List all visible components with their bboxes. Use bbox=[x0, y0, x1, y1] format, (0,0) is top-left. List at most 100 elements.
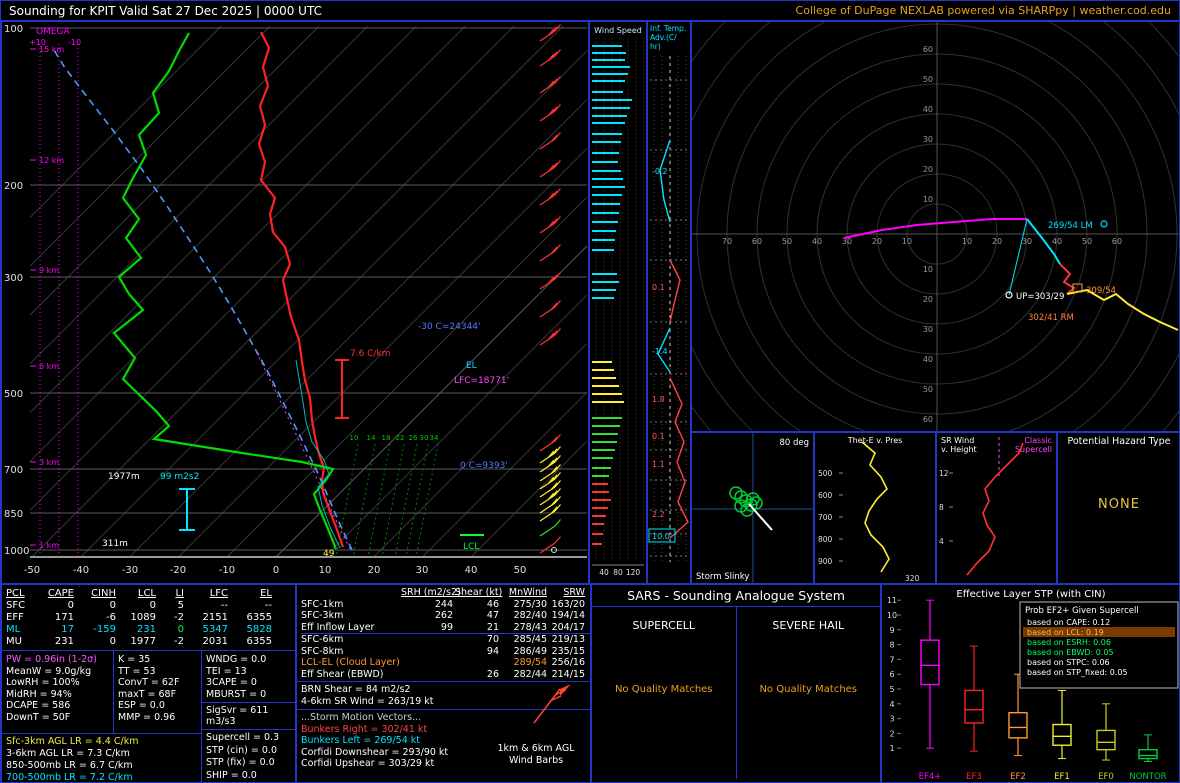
mixing-ratio-labels: 10 14 18 22 26 30 34 bbox=[350, 434, 439, 442]
composite-indices: Supercell = 0.3 STP (cin) = 0.0 STP (fix) … bbox=[202, 730, 295, 782]
stat-line: 850-500mb LR = 6.7 C/km bbox=[6, 760, 133, 771]
stat-line: STP (fix) = 0.0 bbox=[206, 757, 275, 768]
parcel-row-eff[interactable]: EFF 171 -6 1089 -2 2151 6355 bbox=[6, 612, 272, 623]
theta-e-panel: Thet-E v. Pres 500 600 700 800 900 320 bbox=[814, 432, 936, 584]
isotherm-grid bbox=[30, 26, 587, 557]
sr-wind-panel: SR Wind v. Height Classic Supercell 12 8 4 bbox=[936, 432, 1057, 584]
svg-text:50: 50 bbox=[514, 565, 527, 576]
svg-text:EF3: EF3 bbox=[966, 772, 982, 782]
svg-text:EF4+: EF4+ bbox=[919, 772, 942, 782]
svg-text:40: 40 bbox=[812, 237, 822, 246]
svg-text:309/54: 309/54 bbox=[1086, 286, 1116, 296]
svg-text:based on ESRH: 0.06: based on ESRH: 0.06 bbox=[1027, 638, 1111, 647]
svg-text:6: 6 bbox=[889, 670, 894, 679]
wetbulb-trace bbox=[295, 359, 341, 549]
parcel-row-mu[interactable]: MU 231 0 1977 -2 2031 6355 bbox=[6, 636, 272, 647]
svg-text:based on STPC: 0.06: based on STPC: 0.06 bbox=[1027, 658, 1110, 667]
svg-text:10: 10 bbox=[962, 237, 972, 246]
svg-text:12 km: 12 km bbox=[39, 156, 64, 165]
svg-text:300: 300 bbox=[4, 273, 23, 284]
svg-text:10: 10 bbox=[350, 434, 359, 442]
adv-title: Inf. Temp.Adv.(C/hr) bbox=[650, 24, 686, 51]
sars-hail-header: SEVERE HAIL bbox=[772, 619, 845, 632]
hodograph-chart: 10 10 10 10 20 20 20 20 30 30 30 30 40 40 40 40 50 50 50 50… bbox=[692, 22, 1179, 431]
storm-motion-block: ...Storm Motion Vectors... Bunkers Right … bbox=[297, 710, 590, 770]
stat-line: LowRH = 100% bbox=[6, 677, 80, 688]
stat-line: 700-500mb LR = 7.2 C/km bbox=[6, 772, 133, 783]
hodo-rings bbox=[692, 22, 1179, 431]
stat-line: Corfidi Upshear = 303/29 kt bbox=[301, 758, 435, 769]
svg-text:Adv.(C/: Adv.(C/ bbox=[650, 33, 677, 42]
svg-text:10: 10 bbox=[902, 237, 912, 246]
stat-line: 4-6km SR Wind = 263/19 kt bbox=[301, 695, 434, 707]
lapse-rate-stats: Sfc-3km AGL LR = 4.4 C/km 3-6km AGL LR = … bbox=[2, 733, 201, 783]
stat-line: SHIP = 0.0 bbox=[206, 769, 257, 781]
svg-text:320: 320 bbox=[905, 574, 920, 583]
svg-text:-50: -50 bbox=[24, 565, 40, 576]
wind-speed-chart: Wind Speed 40 80 120 bbox=[592, 26, 645, 577]
brand-link[interactable]: College of DuPage NEXLAB powered via SHA… bbox=[795, 4, 1171, 17]
speed-grid bbox=[595, 38, 645, 562]
kinematics-row: Eff Shear (EBWD) 26 282/44 214/15 bbox=[301, 668, 585, 680]
thermo-stats: PW = 0.96in (1-2σ) MeanW = 9.0g/kg LowRH =… bbox=[2, 651, 295, 783]
speed-bars bbox=[592, 45, 632, 545]
svg-text:-10: -10 bbox=[68, 38, 81, 47]
svg-text:+10: +10 bbox=[29, 38, 46, 47]
svg-text:Effective Layer STP (with CIN): Effective Layer STP (with CIN) bbox=[956, 589, 1105, 600]
svg-text:302/41 RM: 302/41 RM bbox=[1028, 313, 1074, 323]
skewt-markers bbox=[179, 359, 484, 536]
svg-text:50: 50 bbox=[923, 385, 933, 394]
svg-text:49: 49 bbox=[323, 549, 335, 559]
svg-text:311m: 311m bbox=[102, 539, 128, 549]
svg-text:7.6 C/km: 7.6 C/km bbox=[350, 349, 390, 359]
svg-text:34: 34 bbox=[430, 434, 439, 442]
kinematics-panel: SRH (m2/s2) Shear (kt) MnWind SRW SFC-1km 244… bbox=[296, 584, 591, 782]
height-axis: 15 km 12 km 9 km 6 km 3 km 1 km bbox=[30, 45, 64, 550]
sars-title: SARS - Sounding Analogue System bbox=[592, 585, 880, 607]
stat-line: ...Storm Motion Vectors... bbox=[301, 712, 422, 723]
svg-text:30: 30 bbox=[923, 325, 933, 334]
svg-text:Classic: Classic bbox=[1024, 436, 1052, 445]
stp-y-axis: 1 2 3 4 5 6 7 8 9 10 11 bbox=[887, 596, 901, 753]
header-bar: Sounding for KPIT Valid Sat 27 Dec 2025 … bbox=[1, 1, 1179, 21]
svg-text:700: 700 bbox=[818, 513, 833, 522]
svg-text:80: 80 bbox=[613, 568, 623, 577]
svg-text:1: 1 bbox=[889, 744, 894, 753]
svg-text:850: 850 bbox=[4, 509, 23, 520]
stat-line: Sfc-3km AGL LR = 4.4 C/km bbox=[6, 736, 139, 747]
hodo-mid-segment bbox=[1026, 218, 1061, 265]
stat-line: ConvT = 62F bbox=[118, 677, 180, 688]
wind-barb-caption: 1km & 6km AGL Wind Barbs bbox=[497, 743, 575, 766]
parcel-row-sfc[interactable]: SFC 0 0 0 5 -- -- bbox=[6, 600, 272, 611]
skewt-traces bbox=[53, 31, 353, 551]
svg-text:30: 30 bbox=[923, 135, 933, 144]
moisture-stats: PW = 0.96in (1-2σ) MeanW = 9.0g/kg LowRH =… bbox=[2, 651, 114, 733]
stat-line: DownT = 50F bbox=[6, 711, 71, 723]
svg-text:60: 60 bbox=[1112, 237, 1122, 246]
svg-text:based on STP_fixed: 0.05: based on STP_fixed: 0.05 bbox=[1027, 668, 1128, 677]
svg-text:UP=303/29: UP=303/29 bbox=[1016, 292, 1064, 302]
slinky-rings bbox=[729, 486, 773, 531]
svg-text:EF1: EF1 bbox=[1054, 772, 1070, 782]
thermo-left-block: PW = 0.96in (1-2σ) MeanW = 9.0g/kg LowRH =… bbox=[2, 651, 202, 783]
svg-text:20: 20 bbox=[992, 237, 1002, 246]
skewt-panel: 100 200 300 500 700 850 1000 -50 -40 -30 -20 -10 0 10… bbox=[1, 21, 589, 584]
srwind-axis: 12 8 4 bbox=[939, 469, 953, 546]
stat-line: maxT = 68F bbox=[118, 688, 177, 700]
svg-text:99 m2s2: 99 m2s2 bbox=[160, 472, 199, 482]
svg-text:60: 60 bbox=[923, 45, 933, 54]
svg-text:6 km: 6 km bbox=[39, 362, 59, 371]
parcel-row-ml[interactable]: ML 17 -159 231 0 5347 5828 bbox=[6, 624, 272, 635]
svg-text:30: 30 bbox=[420, 434, 429, 442]
svg-text:11: 11 bbox=[887, 596, 897, 605]
hazard-title: Potential Hazard Type bbox=[1067, 436, 1171, 447]
svg-text:0: 0 bbox=[273, 565, 279, 576]
temperature-trace bbox=[257, 31, 345, 548]
thermo-right-block: WNDG = 0.0 TEI = 13 3CAPE = 0 MBURST = 0 Si… bbox=[202, 651, 295, 782]
kinematics-row: SFC-3km 262 47 282/40 194/14 bbox=[301, 610, 585, 621]
kinematics-row: SFC-8km 94 286/49 235/15 bbox=[301, 645, 585, 657]
storm-motion-line bbox=[1008, 218, 1028, 296]
svg-text:-0.2: -0.2 bbox=[652, 167, 668, 176]
